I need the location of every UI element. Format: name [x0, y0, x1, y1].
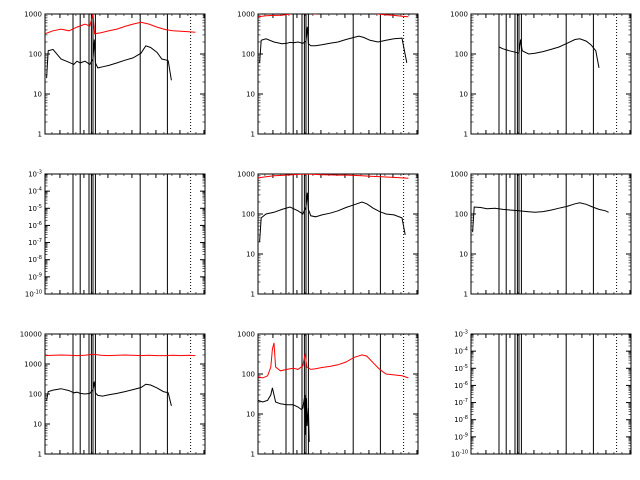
panel-det-9: 10-10 10-9 10-8 10-7 10-6 10-5 10-4 10-3	[451, 330, 632, 459]
y-tick-label: 1	[38, 451, 42, 459]
plot-frame	[470, 333, 632, 455]
series-lld-line	[45, 14, 196, 35]
y-tick-label: 1000	[237, 331, 255, 339]
y-tick-label: 100	[455, 211, 468, 219]
y-tick-label: 1	[464, 131, 468, 139]
series-events-line	[472, 202, 609, 233]
y-tick-label: 10-4	[28, 187, 42, 196]
y-tick-label: 100	[242, 371, 255, 379]
plot-frame	[470, 173, 632, 295]
plot-frame	[257, 173, 419, 295]
y-tick-label: 100	[242, 211, 255, 219]
y-tick-label: 10-8	[28, 255, 42, 264]
y-tick-label: 10-3	[454, 330, 468, 339]
y-tick-label: 1	[251, 451, 255, 459]
y-tick-label: 1	[251, 131, 255, 139]
y-tick-label: 1	[464, 291, 468, 299]
series-lld-line	[258, 342, 409, 379]
series-events-line	[259, 26, 408, 63]
series-events-line	[259, 192, 406, 243]
panel-det-4: 10-10 10-9 10-8 10-7 10-6 10-5 10-4 10-3	[25, 170, 206, 299]
y-tick-label: 10-10	[25, 290, 42, 299]
series-events-line	[46, 39, 172, 81]
y-tick-label: 100	[242, 51, 255, 59]
panel-det-5: 1 10 100 1000	[237, 171, 419, 299]
y-tick-label: 10-10	[451, 450, 468, 459]
panel-det-3: 1 10 100 1000	[450, 11, 632, 139]
y-tick-label: 10-8	[454, 415, 468, 424]
plot-frame	[470, 13, 632, 135]
panel-det-7: 1 10 100 1000 10000	[20, 331, 206, 459]
y-tick-label: 1000	[450, 171, 468, 179]
y-tick-label: 10000	[20, 331, 42, 339]
panel-det-1: 1 10 100 1000	[24, 11, 206, 139]
y-tick-label: 10-4	[454, 347, 468, 356]
y-tick-label: 10	[33, 421, 42, 429]
y-tick-label: 10-9	[454, 432, 468, 441]
y-tick-label: 10-3	[28, 170, 42, 179]
y-tick-label: 10	[459, 251, 468, 259]
y-tick-label: 10-7	[28, 238, 42, 247]
series-lld-line	[45, 353, 196, 357]
plot-frame	[257, 13, 419, 135]
panel-det-8: 1 10 100 1000	[237, 331, 419, 459]
y-tick-label: 10-6	[454, 381, 468, 390]
series-events-line	[258, 387, 310, 443]
y-tick-label: 100	[29, 51, 42, 59]
plot-frame	[44, 13, 206, 135]
y-tick-label: 1000	[237, 11, 255, 19]
plot-frame	[44, 333, 206, 455]
series-lld-line	[258, 14, 409, 18]
plot-frame	[257, 333, 419, 455]
y-tick-label: 1000	[237, 171, 255, 179]
panel-det-6: 1 10 100 1000	[450, 171, 632, 299]
y-tick-label: 100	[455, 51, 468, 59]
y-tick-label: 10-5	[454, 364, 468, 373]
y-tick-label: 10	[246, 251, 255, 259]
panel-det-2: 1 10 100 1000	[237, 11, 419, 139]
y-tick-label: 1000	[450, 11, 468, 19]
y-tick-label: 10-7	[454, 398, 468, 407]
series-events-line	[498, 38, 600, 68]
y-tick-label: 100	[29, 391, 42, 399]
y-tick-label: 10	[33, 91, 42, 99]
series-events-line	[46, 381, 172, 407]
y-tick-label: 10-5	[28, 204, 42, 213]
y-tick-label: 10-6	[28, 221, 42, 230]
y-tick-label: 10	[459, 91, 468, 99]
series-lld-line	[258, 174, 409, 179]
y-tick-label: 10	[246, 411, 255, 419]
plot-frame	[44, 173, 206, 295]
y-tick-label: 1	[38, 131, 42, 139]
y-tick-label: 1000	[24, 361, 42, 369]
y-tick-label: 1	[251, 291, 255, 299]
y-tick-label: 10-9	[28, 272, 42, 281]
y-tick-label: 10	[246, 91, 255, 99]
y-tick-label: 1000	[24, 11, 42, 19]
